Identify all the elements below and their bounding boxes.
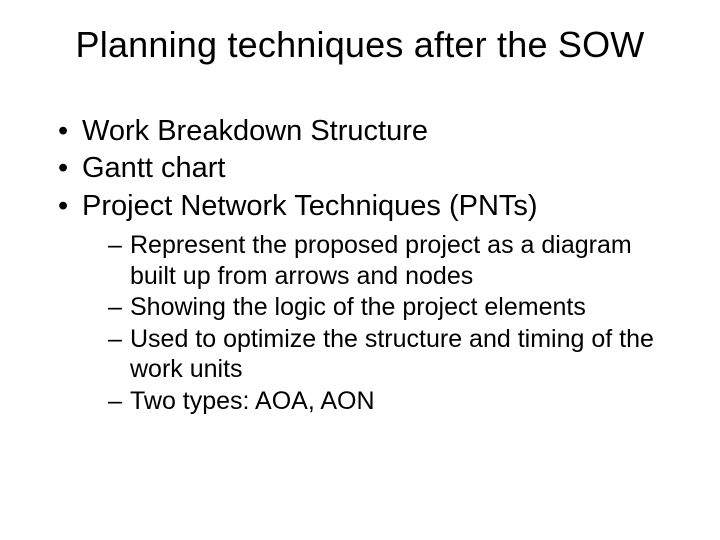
- slide: Planning techniques after the SOW Work B…: [0, 0, 720, 540]
- bullet-text: Project Network Techniques (PNTs): [82, 190, 538, 222]
- bullet-item: Project Network Techniques (PNTs) Repres…: [58, 189, 684, 416]
- sub-bullet-list: Represent the proposed project as a diag…: [82, 230, 684, 416]
- bullet-text: Gantt chart: [82, 152, 225, 184]
- bullet-item: Work Breakdown Structure: [58, 114, 684, 149]
- sub-bullet-text: Two types: AOA, AON: [130, 387, 375, 415]
- bullet-list: Work Breakdown Structure Gantt chart Pro…: [30, 114, 690, 416]
- sub-bullet-text: Used to optimize the structure and timin…: [130, 325, 654, 384]
- sub-bullet-item: Two types: AOA, AON: [108, 386, 684, 417]
- sub-bullet-item: Used to optimize the structure and timin…: [108, 324, 684, 385]
- bullet-text: Work Breakdown Structure: [82, 115, 428, 147]
- bullet-item: Gantt chart: [58, 151, 684, 186]
- sub-bullet-text: Represent the proposed project as a diag…: [130, 231, 632, 290]
- sub-bullet-text: Showing the logic of the project element…: [130, 293, 586, 321]
- sub-bullet-item: Represent the proposed project as a diag…: [108, 230, 684, 291]
- sub-bullet-item: Showing the logic of the project element…: [108, 292, 684, 323]
- slide-title: Planning techniques after the SOW: [30, 24, 690, 66]
